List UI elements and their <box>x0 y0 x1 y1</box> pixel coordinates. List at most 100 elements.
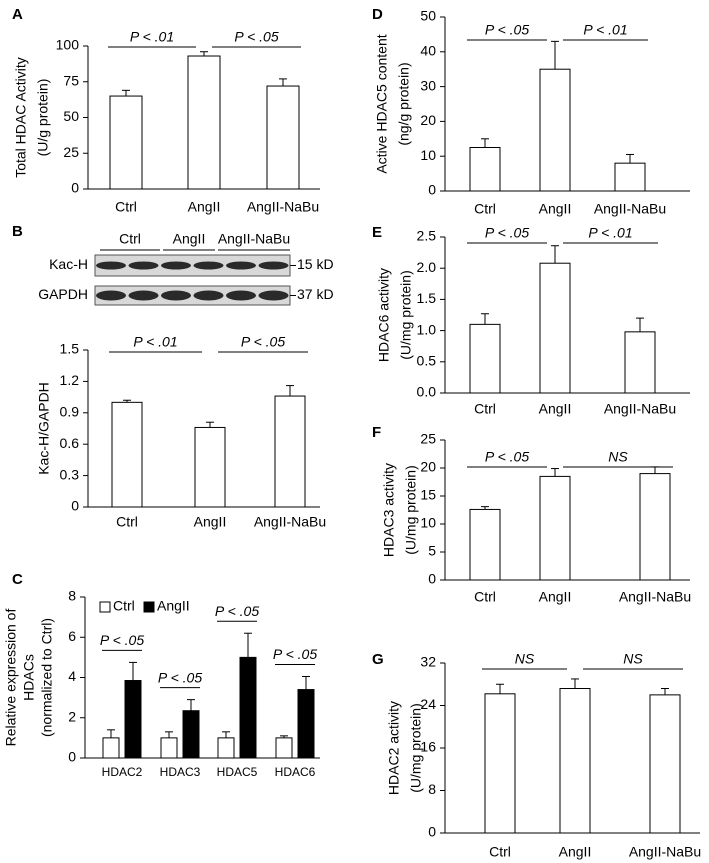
y-tick-label: 2.5 <box>417 228 437 244</box>
y-tick-label: 2 <box>68 708 76 724</box>
panel-label: E <box>372 224 382 241</box>
x-tick-label: AngII-NaBu <box>594 201 666 217</box>
y-axis-label: (normalized to Ctrl) <box>39 618 55 737</box>
panel-label: F <box>372 424 381 441</box>
y-tick-label: 4 <box>68 668 76 684</box>
y-tick-label: 50 <box>63 108 79 124</box>
y-tick-label: 0.9 <box>60 404 80 420</box>
x-tick-label: AngII-NaBu <box>629 844 701 860</box>
y-axis-label: (U/mg protein) <box>403 465 419 554</box>
bar <box>559 688 591 834</box>
x-tick-label: Ctrl <box>474 589 496 605</box>
panel-label: G <box>372 651 384 668</box>
significance-label: P < .05 <box>158 669 202 685</box>
x-tick-label: AngII-NaBu <box>247 199 319 215</box>
significance-label: P < .05 <box>100 632 144 648</box>
y-tick-label: 20 <box>420 112 436 128</box>
y-axis-label: Active HDAC5 content <box>374 34 390 173</box>
y-tick-label: 0 <box>71 498 79 514</box>
y-tick-label: 0.0 <box>417 384 437 400</box>
bar <box>649 694 681 834</box>
significance-label: P < .05 <box>215 603 259 619</box>
y-axis-label: HDAC6 activity <box>376 268 392 362</box>
x-tick-label: AngII <box>539 401 572 417</box>
x-tick-label: Ctrl <box>474 401 496 417</box>
bar <box>111 401 143 508</box>
significance-label: P < .01 <box>133 334 177 350</box>
blot-band <box>128 261 159 270</box>
blot-band <box>128 290 159 301</box>
blot-band <box>96 261 126 270</box>
y-tick-label: 24 <box>420 696 436 712</box>
blot-size-label: 15 kD <box>297 256 334 272</box>
legend-swatch <box>99 601 111 613</box>
y-axis-label: (U/mg protein) <box>408 703 424 792</box>
blot-band <box>226 290 256 301</box>
blot-row-label: Kac-H <box>49 256 88 272</box>
blot-band <box>258 261 289 270</box>
y-tick-label: 10 <box>420 147 436 163</box>
x-tick-label: Ctrl <box>474 201 496 217</box>
y-tick-label: 1.5 <box>417 290 437 306</box>
y-tick-label: 5 <box>428 543 436 559</box>
bar <box>469 508 501 581</box>
significance-label: P < .01 <box>588 225 632 241</box>
x-tick-label: HDAC2 <box>102 765 143 779</box>
significance-label: P < .05 <box>234 29 278 45</box>
x-tick-label: AngII-NaBu <box>619 589 691 605</box>
x-tick-label: AngII-NaBu <box>254 514 326 530</box>
bar <box>217 737 235 759</box>
blot-band <box>193 290 224 301</box>
x-tick-label: Ctrl <box>115 199 137 215</box>
lane-label: AngII-NaBu <box>218 231 290 247</box>
y-tick-label: 32 <box>420 654 436 670</box>
bar <box>109 95 143 190</box>
blot-band <box>193 261 224 270</box>
y-tick-label: 0 <box>428 824 436 840</box>
bar <box>160 737 178 759</box>
significance-label: P < .05 <box>485 449 529 465</box>
significance-label: P < .05 <box>485 22 529 38</box>
bar <box>124 680 142 759</box>
bar <box>539 262 571 394</box>
significance-label: P < .05 <box>485 225 529 241</box>
y-axis-label: (U/g protein) <box>35 79 51 157</box>
legend-label: Ctrl <box>113 598 135 614</box>
bar <box>274 395 306 508</box>
y-axis-label: HDAC2 activity <box>386 701 402 795</box>
blot-band <box>161 261 191 270</box>
bar <box>639 473 671 581</box>
y-axis-label: Kac-H/GAPDH <box>36 382 52 475</box>
y-tick-label: 0.6 <box>60 435 80 451</box>
bar <box>266 85 300 190</box>
bar <box>182 710 200 759</box>
bar <box>102 737 120 759</box>
bar <box>194 426 226 508</box>
significance-label: P < .01 <box>130 29 174 45</box>
y-tick-label: 1.0 <box>417 321 437 337</box>
y-axis-label: HDACs <box>21 654 37 701</box>
y-tick-label: 40 <box>420 43 436 59</box>
y-axis-label: HDAC3 activity <box>381 463 397 557</box>
bar <box>297 689 315 759</box>
y-tick-label: 100 <box>56 37 80 53</box>
x-tick-label: AngII <box>188 199 221 215</box>
lane-label: Ctrl <box>119 231 141 247</box>
blot-size-label: 37 kD <box>297 286 334 302</box>
blot-band <box>161 290 191 301</box>
legend-swatch <box>143 601 155 613</box>
x-tick-label: AngII <box>539 201 572 217</box>
bar <box>624 331 656 394</box>
y-tick-label: 30 <box>420 77 436 93</box>
y-tick-label: 8 <box>68 588 76 604</box>
panel-label: B <box>12 223 23 240</box>
bar <box>469 323 501 394</box>
significance-label: NS <box>515 651 535 667</box>
bar <box>484 693 516 834</box>
y-tick-label: 75 <box>63 72 79 88</box>
significance-label: NS <box>623 651 643 667</box>
bar <box>469 147 501 192</box>
x-tick-label: HDAC3 <box>160 765 201 779</box>
lane-label: AngII <box>173 231 206 247</box>
